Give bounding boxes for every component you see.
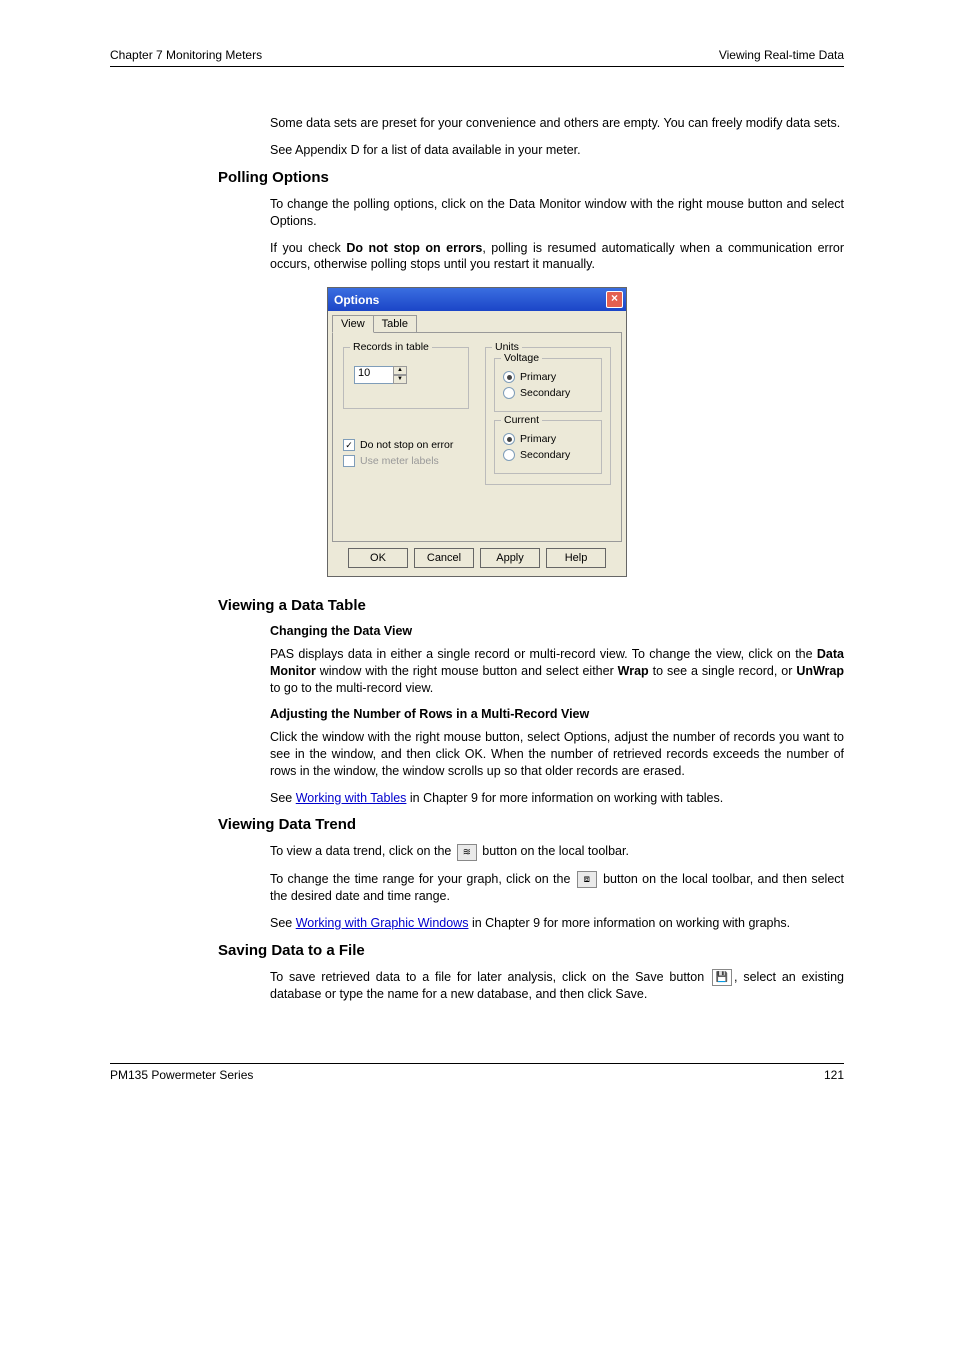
trend-p3: See Working with Graphic Windows in Chap… [270,915,844,932]
options-dialog-container: Options × View Table Records in table 10 [110,287,844,577]
apply-button[interactable]: Apply [480,548,540,568]
link-working-with-tables[interactable]: Working with Tables [296,791,407,805]
radio-icon [503,433,515,445]
dialog-titlebar: Options × [328,288,626,311]
datatable-p1: PAS displays data in either a single rec… [270,646,844,697]
radio-voltage-primary[interactable]: Primary [503,371,593,383]
text-bold: UnWrap [796,664,844,678]
spin-up-icon[interactable]: ▲ [393,366,407,375]
radio-voltage-secondary[interactable]: Secondary [503,387,593,399]
checkbox-label: Use meter labels [360,455,439,467]
section-saving-data-to-file: Saving Data to a File [218,942,844,959]
legend-records: Records in table [350,341,432,353]
tab-table[interactable]: Table [373,315,417,332]
text-fragment: To save retrieved data to a file for lat… [270,970,710,984]
cancel-button[interactable]: Cancel [414,548,474,568]
text-fragment: to go to the multi-record view. [270,681,433,695]
radio-current-secondary[interactable]: Secondary [503,449,593,461]
radio-label: Primary [520,433,556,445]
text-fragment: in Chapter 9 for more information on wor… [406,791,723,805]
text-fragment: to see a single record, or [649,664,797,678]
trend-p1: To view a data trend, click on the ≋ but… [270,843,844,860]
text-fragment: See [270,916,296,930]
section-viewing-data-trend: Viewing Data Trend [218,816,844,833]
checkbox-use-labels: Use meter labels [343,455,469,467]
footer-left: PM135 Powermeter Series [110,1068,253,1082]
page-header: Chapter 7 Monitoring Meters Viewing Real… [110,48,844,67]
dialog-title: Options [334,293,379,307]
intro-p1: Some data sets are preset for your conve… [270,115,844,132]
dialog-tabs: View Table [332,315,622,332]
text-fragment: To change the time range for your graph,… [270,872,575,886]
text-fragment: If you check [270,241,346,255]
legend-voltage: Voltage [501,352,542,364]
radio-icon [503,449,515,461]
text-fragment: To view a data trend, click on the [270,844,455,858]
text-fragment: button on the local toolbar. [479,844,629,858]
footer-right: 121 [824,1068,844,1082]
text-fragment: PAS displays data in either a single rec… [270,647,817,661]
ok-button[interactable]: OK [348,548,408,568]
radio-icon [503,387,515,399]
tab-panel-view: Records in table 10 ▲ ▼ ✓ [332,332,622,542]
page-footer: PM135 Powermeter Series 121 [110,1063,844,1082]
fieldset-units: Units Voltage Primary Secondary [485,347,611,485]
text-fragment: See [270,791,296,805]
text-bold: Wrap [618,664,649,678]
section-polling-options: Polling Options [218,169,844,186]
link-working-with-graphic-windows[interactable]: Working with Graphic Windows [296,916,469,930]
fieldset-current: Current Primary Secondary [494,420,602,474]
polling-p1: To change the polling options, click on … [270,196,844,230]
checkbox-dont-stop[interactable]: ✓ Do not stop on error [343,439,469,451]
radio-label: Secondary [520,449,570,461]
save-icon[interactable]: 💾 [712,969,732,986]
help-button[interactable]: Help [546,548,606,568]
records-spinner[interactable]: ▲ ▼ [393,366,407,384]
datatable-p2: Click the window with the right mouse bu… [270,729,844,780]
fieldset-voltage: Voltage Primary Secondary [494,358,602,412]
dialog-button-row: OK Cancel Apply Help [328,548,626,576]
checkbox-icon: ✓ [343,439,355,451]
tab-view[interactable]: View [332,315,374,333]
header-right: Viewing Real-time Data [719,48,844,62]
legend-current: Current [501,414,542,426]
text-bold: Do not stop on errors [346,241,482,255]
options-dialog: Options × View Table Records in table 10 [327,287,627,577]
section-viewing-data-table: Viewing a Data Table [218,597,844,614]
records-input[interactable]: 10 [354,366,394,384]
radio-current-primary[interactable]: Primary [503,433,593,445]
subsection-changing-data-view: Changing the Data View [270,624,844,638]
intro-p2: See Appendix D for a list of data availa… [270,142,844,159]
close-button[interactable]: × [606,291,623,308]
trend-p2: To change the time range for your graph,… [270,871,844,905]
saving-p1: To save retrieved data to a file for lat… [270,969,844,1003]
polling-p2: If you check Do not stop on errors, poll… [270,240,844,274]
radio-label: Secondary [520,387,570,399]
subsection-adjusting-rows: Adjusting the Number of Rows in a Multi-… [270,707,844,721]
spin-down-icon[interactable]: ▼ [393,375,407,384]
chart-icon[interactable]: ≋ [457,844,477,861]
fieldset-records: Records in table 10 ▲ ▼ [343,347,469,409]
datatable-p3: See Working with Tables in Chapter 9 for… [270,790,844,807]
header-left: Chapter 7 Monitoring Meters [110,48,262,62]
radio-label: Primary [520,371,556,383]
calendar-icon[interactable]: ⧈ [577,871,597,888]
text-fragment: in Chapter 9 for more information on wor… [468,916,790,930]
checkbox-label: Do not stop on error [360,439,453,451]
checkbox-icon [343,455,355,467]
text-fragment: window with the right mouse button and s… [316,664,618,678]
radio-icon [503,371,515,383]
